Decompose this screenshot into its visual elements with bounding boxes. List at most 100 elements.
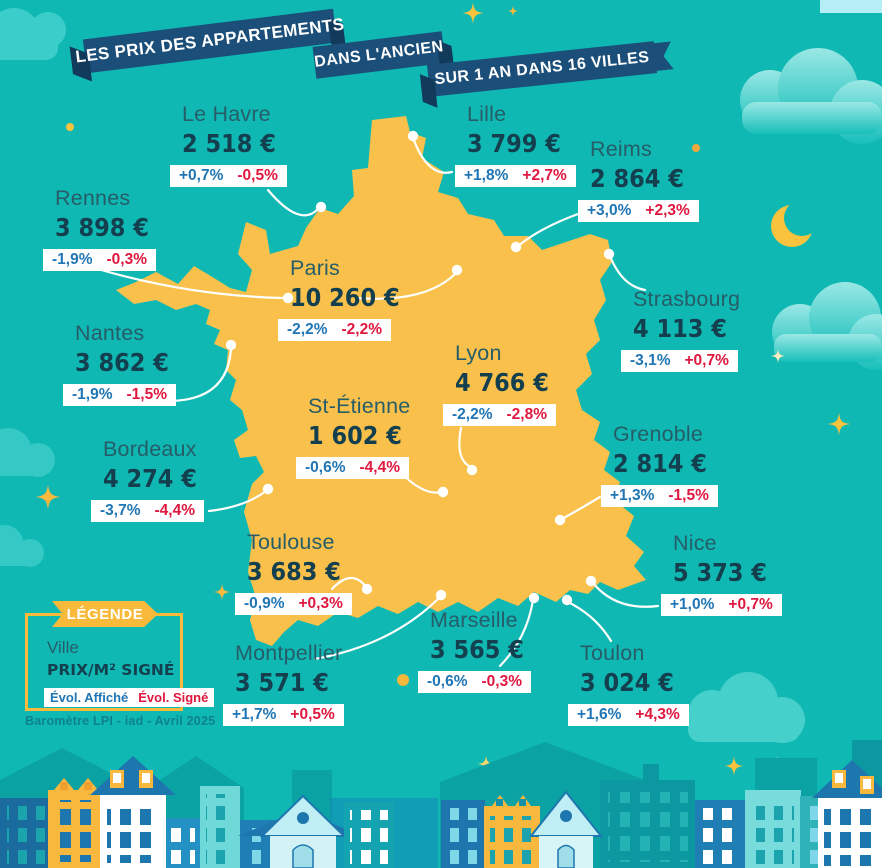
evol-signe-value: +4,3% bbox=[635, 705, 680, 723]
city-dot-marseille bbox=[528, 592, 540, 604]
city-price: 1 602 € bbox=[308, 420, 402, 450]
city-label-toulon: Toulon 3 024 € +1,6% +4,3% bbox=[568, 641, 689, 726]
evol-box: +1,6% +4,3% bbox=[568, 703, 689, 726]
connector-reims bbox=[516, 212, 580, 248]
city-label-bordeaux: Bordeaux 4 274 € -3,7% -4,4% bbox=[91, 437, 207, 522]
city-dot-st-etienne bbox=[437, 486, 449, 498]
city-price: 4 113 € bbox=[633, 313, 727, 343]
connector-montpellier bbox=[313, 595, 442, 661]
city-label-strasbourg: Strasbourg 4 113 € -3,1% +0,7% bbox=[621, 287, 741, 372]
city-dot-bordeaux bbox=[262, 483, 274, 495]
city-name: Montpellier bbox=[235, 641, 343, 665]
city-dot-le-havre bbox=[315, 201, 327, 213]
city-label-reims: Reims 2 864 € +3,0% +2,3% bbox=[578, 138, 699, 222]
city-label-st-etienne: St-Étienne 1 602 € -0,6% -4,4% bbox=[296, 394, 412, 479]
city-label-marseille: Marseille 3 565 € -0,6% -0,3% bbox=[418, 608, 534, 693]
city-dot-strasbourg bbox=[603, 248, 615, 260]
city-name: Lille bbox=[467, 102, 507, 126]
city-dot-grenoble bbox=[554, 514, 566, 526]
evol-affiche-value: -0,6% bbox=[427, 672, 468, 690]
evol-box: +1,7% +0,5% bbox=[223, 703, 344, 726]
evol-affiche-value: -2,2% bbox=[452, 405, 493, 423]
city-name: Bordeaux bbox=[103, 437, 197, 461]
legend-price-label: PRIX/M² SIGNÉ bbox=[47, 661, 175, 679]
city-name: Toulon bbox=[580, 641, 645, 665]
evol-box: +1,3% -1,5% bbox=[601, 484, 718, 507]
evol-affiche-value: +1,6% bbox=[577, 705, 622, 723]
evol-affiche-value: +0,7% bbox=[179, 166, 224, 184]
evol-affiche-value: -1,9% bbox=[52, 250, 93, 268]
city-price: 4 274 € bbox=[103, 463, 197, 493]
connector-strasbourg bbox=[608, 254, 647, 292]
city-price: 3 862 € bbox=[75, 347, 169, 377]
city-label-toulouse: Toulouse 3 683 € -0,9% +0,3% bbox=[235, 530, 352, 615]
city-name: Paris bbox=[290, 256, 340, 280]
city-name: Strasbourg bbox=[633, 287, 741, 311]
city-dot-reims bbox=[510, 241, 522, 253]
evol-box: -0,9% +0,3% bbox=[235, 592, 352, 615]
evol-affiche-value: -0,6% bbox=[305, 458, 346, 476]
city-label-le-havre: Le Havre 2 518 € +0,7% -0,5% bbox=[170, 102, 287, 187]
evol-signe-value: -4,4% bbox=[359, 458, 401, 476]
source-text: Baromètre LPI - iad - Avril 2025 bbox=[25, 714, 216, 728]
evol-box: -0,6% -4,4% bbox=[296, 456, 409, 479]
connector-toulouse bbox=[330, 576, 368, 591]
city-price: 2 864 € bbox=[590, 163, 684, 193]
connector-lines bbox=[73, 130, 660, 668]
city-name: Le Havre bbox=[182, 102, 271, 126]
evol-signe-value: +0,3% bbox=[298, 594, 343, 612]
city-label-nice: Nice 5 373 € +1,0% +0,7% bbox=[661, 531, 782, 616]
evol-box: +0,7% -0,5% bbox=[170, 164, 287, 187]
evol-affiche-value: -0,9% bbox=[244, 594, 285, 612]
legend-header: LÉGENDE bbox=[52, 601, 158, 627]
connector-toulon bbox=[566, 600, 613, 643]
evol-signe-value: -1,5% bbox=[668, 486, 709, 504]
evol-signe-value: +2,3% bbox=[645, 201, 690, 219]
connector-paris bbox=[354, 272, 457, 300]
city-price: 10 260 € bbox=[290, 282, 400, 312]
connector-lyon bbox=[458, 426, 473, 469]
evol-signe-value: -4,4% bbox=[154, 501, 196, 519]
connector-lille bbox=[411, 136, 454, 174]
city-label-lille: Lille 3 799 € +1,8% +2,7% bbox=[455, 102, 576, 187]
evol-affiche-value: +1,8% bbox=[464, 166, 509, 184]
evol-affiche-value: +1,7% bbox=[232, 705, 277, 723]
city-price: 5 373 € bbox=[673, 557, 767, 587]
evol-signe-value: +0,7% bbox=[684, 351, 729, 369]
evol-box: +3,0% +2,3% bbox=[578, 199, 699, 222]
city-name: St-Étienne bbox=[308, 394, 411, 418]
city-label-montpellier: Montpellier 3 571 € +1,7% +0,5% bbox=[223, 641, 344, 726]
city-price: 3 898 € bbox=[55, 212, 149, 242]
city-price: 3 683 € bbox=[247, 556, 341, 586]
city-name: Rennes bbox=[55, 186, 131, 210]
city-name: Toulouse bbox=[247, 530, 335, 554]
evol-affiche-value: -1,9% bbox=[72, 385, 113, 403]
evol-box: -3,1% +0,7% bbox=[621, 349, 738, 372]
city-skyline bbox=[0, 740, 882, 868]
evol-signe-value: -0,3% bbox=[106, 250, 148, 268]
city-name: Nantes bbox=[75, 321, 145, 345]
connector-bordeaux bbox=[207, 489, 268, 513]
evol-box: +1,8% +2,7% bbox=[455, 164, 576, 187]
city-price: 3 799 € bbox=[467, 128, 561, 158]
evol-affiche-value: +3,0% bbox=[587, 201, 632, 219]
city-dot-nantes bbox=[225, 339, 237, 351]
city-dot-nice bbox=[585, 575, 597, 587]
evol-signe-value: -2,2% bbox=[341, 320, 383, 338]
city-dot-toulon bbox=[561, 594, 573, 606]
city-label-paris: Paris 10 260 € -2,2% -2,2% bbox=[278, 256, 412, 341]
city-name: Marseille bbox=[430, 608, 518, 632]
evol-signe-value: -0,3% bbox=[481, 672, 523, 690]
city-label-rennes: Rennes 3 898 € -1,9% -0,3% bbox=[43, 186, 159, 271]
city-label-grenoble: Grenoble 2 814 € +1,3% -1,5% bbox=[601, 422, 718, 507]
evol-box: -0,6% -0,3% bbox=[418, 670, 531, 693]
evol-affiche-value: -3,7% bbox=[100, 501, 141, 519]
city-name: Grenoble bbox=[613, 422, 704, 446]
evol-signe-value: +0,7% bbox=[728, 595, 773, 613]
evol-signe-value: +2,7% bbox=[522, 166, 567, 184]
city-price: 2 814 € bbox=[613, 448, 707, 478]
city-name: Nice bbox=[673, 531, 717, 555]
evol-affiche-value: -3,1% bbox=[630, 351, 671, 369]
